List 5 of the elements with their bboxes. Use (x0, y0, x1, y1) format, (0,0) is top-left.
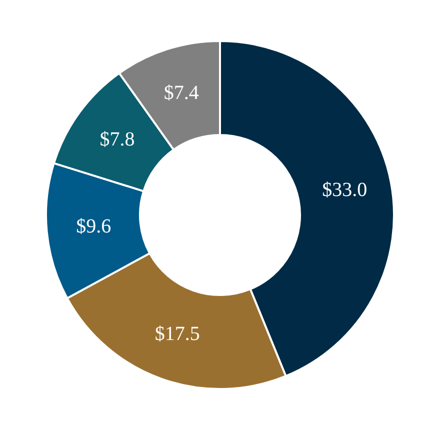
data-label: $7.8 (100, 128, 135, 151)
data-label: $33.0 (322, 178, 368, 201)
data-label: $17.5 (154, 322, 200, 345)
data-label: $9.6 (76, 216, 112, 238)
data-label: $7.4 (164, 82, 199, 104)
